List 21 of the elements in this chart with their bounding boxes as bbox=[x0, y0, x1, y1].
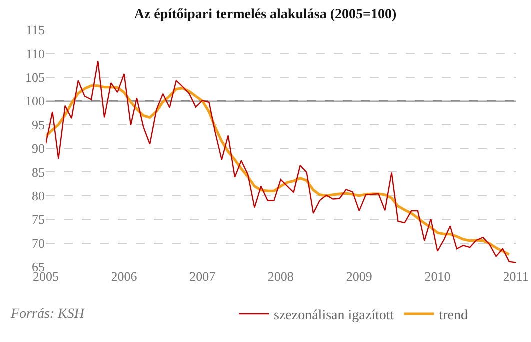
y-tick-label: 75 bbox=[32, 212, 45, 228]
y-tick-label: 110 bbox=[26, 46, 45, 62]
legend-label: trend bbox=[439, 308, 468, 324]
x-tick-label: 2008 bbox=[268, 269, 294, 284]
y-tick-label: 105 bbox=[26, 70, 45, 85]
x-tick-label: 2007 bbox=[190, 269, 216, 284]
y-tick-label: 100 bbox=[26, 94, 45, 109]
x-tick-label: 2006 bbox=[111, 269, 138, 284]
x-tick-label: 2010 bbox=[424, 269, 451, 284]
y-tick-label: 115 bbox=[26, 22, 45, 38]
text: Forrás: KSH bbox=[10, 307, 86, 322]
y-tick-label: 90 bbox=[32, 141, 45, 156]
y-tick-label: 85 bbox=[32, 164, 45, 180]
legend-label: szezonálisan igazított bbox=[274, 308, 394, 324]
x-tick-label: 2011 bbox=[503, 269, 529, 284]
y-tick-label: 95 bbox=[32, 117, 45, 132]
y-tick-label: 80 bbox=[32, 188, 45, 204]
line-series bbox=[46, 60, 516, 264]
y-tick-label: 70 bbox=[32, 236, 45, 251]
chart-title: Az építőipari termelés alakulása (2005=100) bbox=[134, 7, 397, 22]
x-tick-label: 2009 bbox=[346, 269, 372, 284]
